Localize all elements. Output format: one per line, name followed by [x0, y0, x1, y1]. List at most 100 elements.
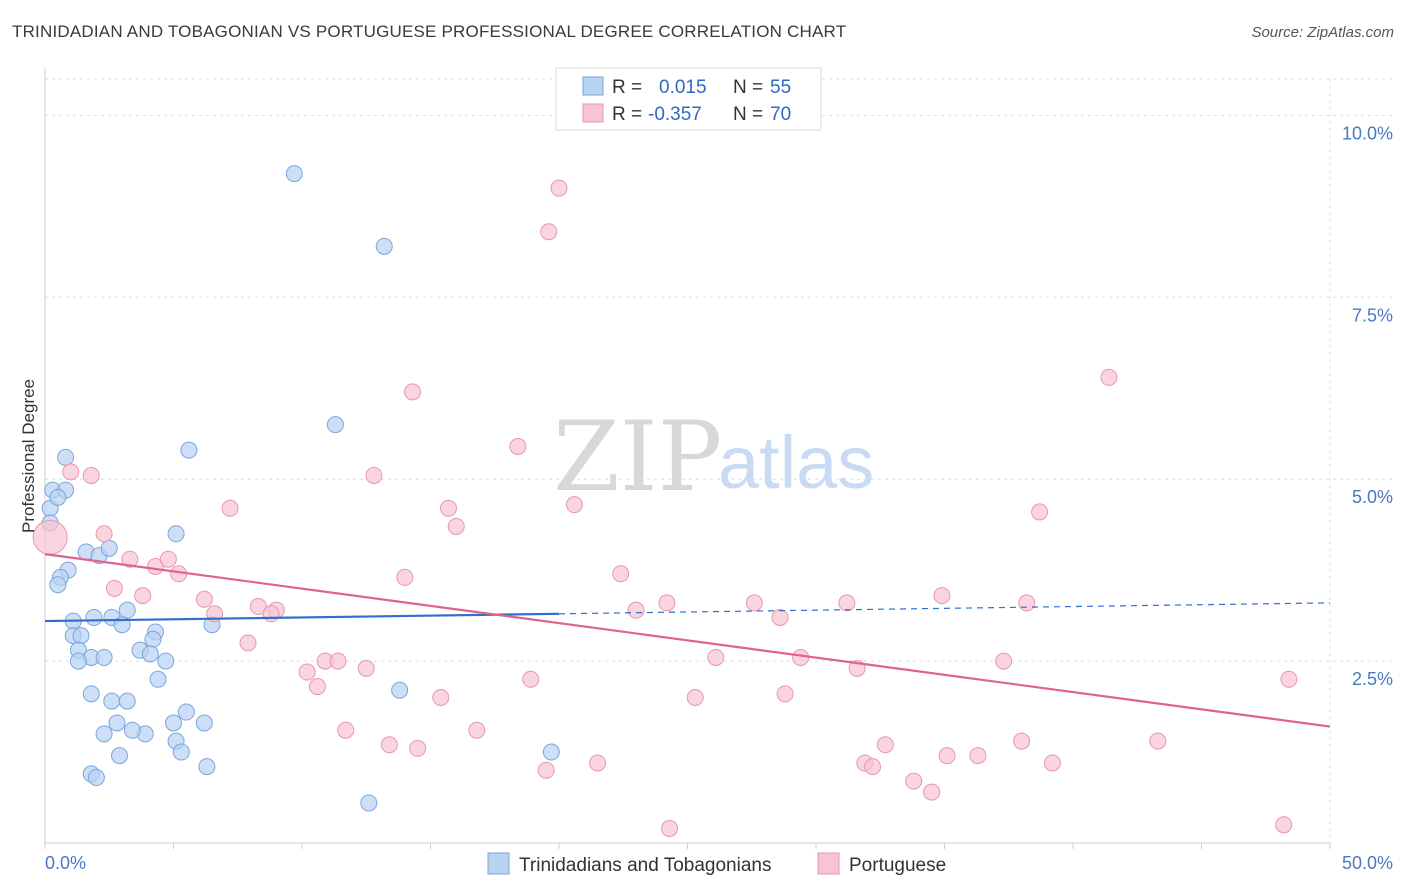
- legend-swatch-blue: [582, 76, 604, 96]
- point-pink-19: [396, 568, 414, 586]
- point-blue-4: [57, 448, 75, 466]
- legend-r-value-2: -0.357: [648, 104, 702, 125]
- point-blue-44: [95, 725, 113, 743]
- point-pink-38: [357, 659, 375, 677]
- watermark-zip: ZIP: [553, 401, 722, 513]
- point-blue-39: [177, 703, 195, 721]
- point-blue-8: [49, 488, 67, 506]
- data-points: [32, 165, 1298, 837]
- trend-line-blue-extension: [558, 602, 1331, 615]
- point-blue-10: [167, 525, 185, 543]
- point-pink-61: [589, 754, 607, 772]
- series-legend-label-blue: Trinidadians and Tobagonians: [519, 855, 771, 876]
- point-blue-38: [118, 692, 136, 710]
- y-tick-label-2: 7.5%: [1352, 305, 1393, 325]
- point-pink-6: [82, 467, 100, 485]
- chart-title: TRINIDADIAN AND TOBAGONIAN VS PORTUGUESE…: [12, 22, 847, 41]
- point-blue-37: [103, 692, 121, 710]
- point-pink-39: [298, 663, 316, 681]
- point-blue-50: [198, 758, 216, 776]
- legend-r-label-1: R =: [612, 77, 642, 98]
- x-tick-labels: 0.0% 50.0%: [45, 853, 1393, 873]
- point-blue-29: [141, 645, 159, 663]
- point-blue-32: [69, 652, 87, 670]
- trend-line-pink: [44, 553, 1331, 728]
- trend-line-blue: [44, 612, 560, 623]
- point-pink-25: [249, 598, 267, 616]
- point-blue-31: [95, 648, 113, 666]
- legend-n-value-1: 55: [770, 77, 791, 98]
- point-blue-1: [375, 237, 393, 255]
- point-pink-45: [308, 678, 326, 696]
- point-pink-60: [864, 758, 882, 776]
- point-pink-33: [1018, 594, 1036, 612]
- point-pink-51: [468, 721, 486, 739]
- point-blue-23: [72, 627, 90, 645]
- point-pink-12: [447, 517, 465, 535]
- point-pink-22: [134, 587, 152, 605]
- point-blue-0: [285, 165, 303, 183]
- point-blue-34: [149, 670, 167, 688]
- point-pink-52: [380, 736, 398, 754]
- point-pink-8: [221, 499, 239, 517]
- series-legend-swatch-pink: [817, 852, 840, 875]
- legend-n-label-1: N =: [733, 77, 763, 98]
- point-blue-41: [165, 714, 182, 732]
- point-pink-21: [105, 579, 123, 597]
- y-tick-label-3: 10.0%: [1342, 123, 1393, 143]
- point-pink-23: [195, 590, 213, 608]
- point-pink-0: [550, 179, 568, 197]
- point-pink-35: [239, 634, 257, 652]
- point-blue-42: [195, 714, 213, 732]
- point-blue-33: [157, 652, 175, 670]
- point-pink-43: [995, 652, 1013, 670]
- point-pink-4: [509, 437, 527, 455]
- point-blue-20: [85, 608, 103, 626]
- point-blue-18: [118, 601, 136, 619]
- point-pink-57: [938, 747, 956, 765]
- point-pink-32: [933, 587, 951, 605]
- point-pink-67: [1275, 816, 1293, 834]
- point-pink-34: [771, 608, 789, 626]
- point-pink-7: [62, 463, 80, 481]
- y-axis-label: Professional Degree: [19, 379, 38, 533]
- point-pink-3: [404, 383, 422, 401]
- point-pink-1: [540, 223, 558, 241]
- point-blue-53: [360, 794, 378, 812]
- point-pink-31: [838, 594, 856, 612]
- point-pink-13: [32, 519, 68, 555]
- point-pink-54: [876, 736, 894, 754]
- point-blue-49: [542, 743, 560, 761]
- point-pink-5: [365, 467, 383, 485]
- point-pink-56: [1149, 732, 1167, 750]
- trend-lines: [44, 553, 1331, 728]
- point-pink-46: [522, 670, 540, 688]
- point-pink-41: [792, 648, 810, 666]
- point-pink-2: [1100, 368, 1118, 386]
- series-legend-label-pink: Portuguese: [849, 855, 946, 876]
- point-blue-48: [111, 747, 129, 765]
- point-pink-63: [537, 761, 555, 779]
- point-blue-40: [108, 714, 126, 732]
- point-pink-62: [1043, 754, 1061, 772]
- axes: [44, 68, 1331, 849]
- point-blue-16: [49, 576, 67, 594]
- point-blue-2: [326, 416, 344, 434]
- point-blue-36: [82, 685, 100, 703]
- point-pink-55: [1013, 732, 1031, 750]
- series-legend: Trinidadians and Tobagonians Portuguese: [487, 852, 946, 876]
- x-tick-label-1: 50.0%: [1342, 853, 1393, 873]
- point-pink-9: [439, 499, 457, 517]
- point-pink-10: [565, 496, 583, 514]
- point-blue-13: [100, 539, 118, 557]
- legend-n-value-2: 70: [770, 104, 791, 125]
- legend-r-value-1: 0.015: [659, 77, 707, 98]
- point-pink-20: [612, 565, 630, 583]
- watermark: ZIP atlas: [553, 401, 874, 513]
- point-blue-3: [180, 441, 198, 459]
- point-pink-48: [686, 688, 704, 706]
- point-pink-53: [409, 739, 427, 757]
- watermark-atlas: atlas: [718, 421, 874, 504]
- point-pink-66: [661, 819, 679, 837]
